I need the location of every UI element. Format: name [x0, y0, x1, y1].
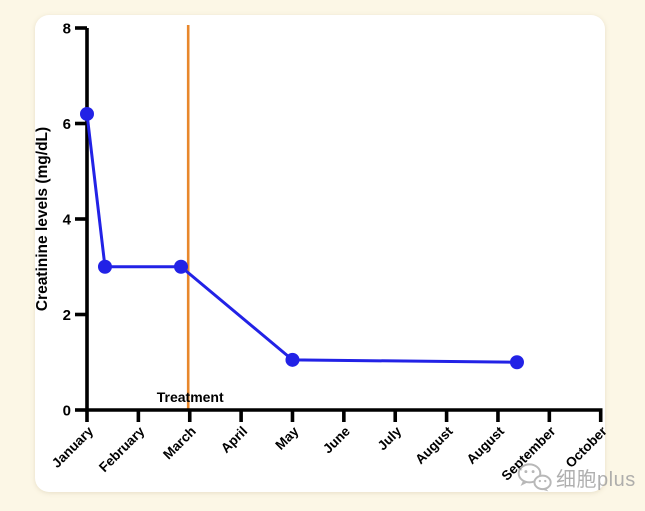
axes: [85, 28, 603, 412]
data-point: [80, 106, 94, 121]
data-point: [285, 352, 300, 367]
x-tick-label: August: [464, 423, 508, 467]
y-tick-label: 4: [63, 212, 72, 229]
y-axis-title: Creatinine levels (mg/dL): [34, 127, 51, 311]
x-tick-label: April: [218, 424, 250, 456]
treatment-label: Treatment: [157, 389, 224, 405]
watermark: 细胞plus: [516, 461, 636, 493]
chart-card: [35, 15, 605, 492]
wechat-icon: [517, 463, 552, 492]
y-tick-label: 2: [63, 307, 71, 324]
data-point: [174, 259, 189, 274]
y-tick-label: 0: [63, 403, 71, 420]
x-tick-label: July: [375, 423, 405, 453]
y-tick-label: 6: [63, 116, 71, 133]
data-point: [509, 355, 524, 370]
x-tick-label: May: [272, 423, 302, 453]
data-point: [97, 259, 112, 274]
series-line: [85, 113, 517, 364]
x-tick-label: January: [49, 423, 97, 471]
x-tick-label: August: [412, 423, 456, 467]
x-tick-label: June: [320, 423, 353, 456]
y-tick-label: 8: [63, 21, 71, 38]
x-tick-label: February: [96, 423, 148, 475]
x-tick-label: March: [160, 424, 199, 463]
watermark-text: 细胞plus: [556, 468, 636, 491]
